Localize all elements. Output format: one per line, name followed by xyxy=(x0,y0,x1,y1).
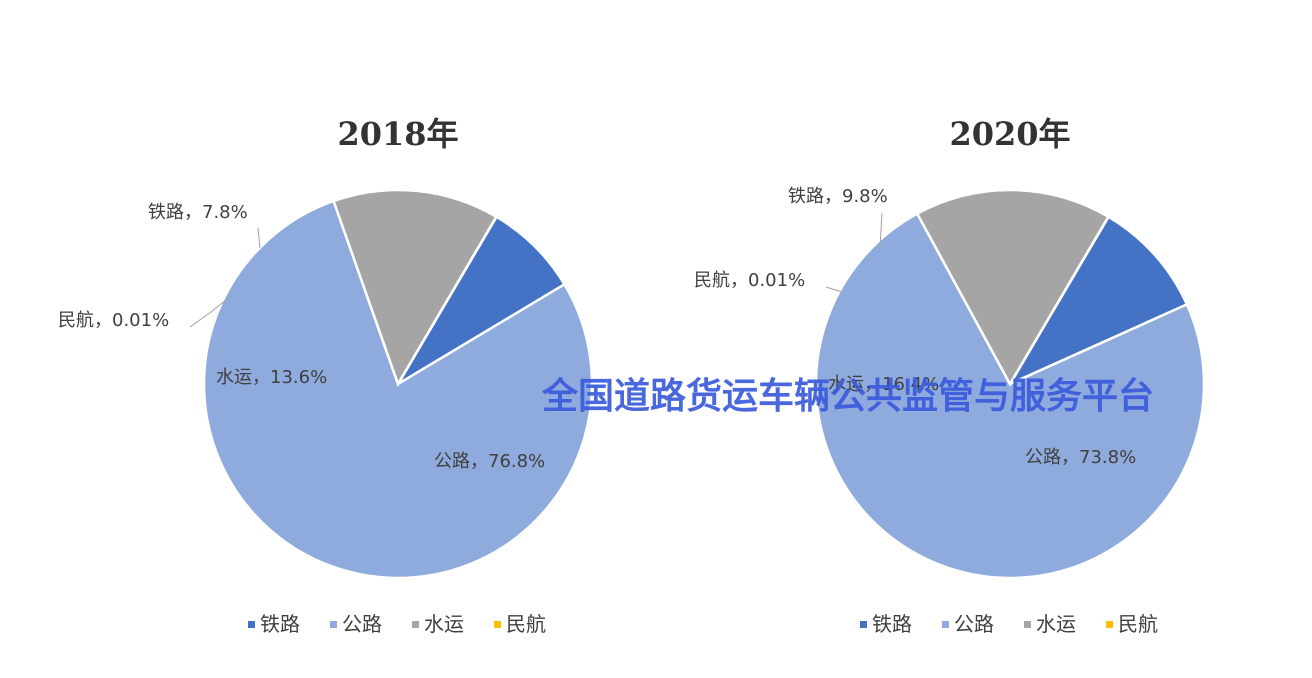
legend-swatch-2020-1 xyxy=(860,621,867,628)
slice-labels-2020: 铁路，9.8% 公路，73.8% 水运，16.4% 民航，0.01% xyxy=(694,186,1136,468)
pie-slice-2018-2 xyxy=(202,199,594,580)
legend-label-2020-2: 公路 xyxy=(954,612,994,636)
leader-line-2018-4 xyxy=(189,299,227,328)
slice-label-2020-3: 水运，16.4% xyxy=(828,374,939,395)
slice-label-2020-1: 铁路，9.8% xyxy=(788,186,888,207)
pie-slice-2020-3 xyxy=(915,188,1111,387)
legend-label-2018-1: 铁路 xyxy=(260,612,300,636)
watermark-text: 全国道路货运车辆公共监管与服务平台 xyxy=(541,375,1154,417)
legend-swatch-2020-3 xyxy=(1024,621,1031,628)
legend-label-2020-3: 水运 xyxy=(1036,612,1076,636)
legend-2018: 铁路 公路 水运 民航 xyxy=(248,612,546,636)
legend-swatch-2018-2 xyxy=(330,621,337,628)
legend-swatch-2018-3 xyxy=(412,621,419,628)
legend-label-2018-3: 水运 xyxy=(424,612,464,636)
pie-slice-2018-1 xyxy=(396,215,567,386)
legend-2020: 铁路 公路 水运 民航 xyxy=(860,612,1158,636)
pie-slice-2018-4 xyxy=(396,215,499,385)
leader-line-2020-4 xyxy=(825,286,843,293)
pie-slice-2018-3 xyxy=(332,188,499,387)
legend-label-2020-1: 铁路 xyxy=(872,612,912,636)
legend-label-2020-4: 民航 xyxy=(1118,612,1158,636)
pie-slices-2020 xyxy=(814,188,1206,580)
pie-chart-2020: 2020年 铁路，9.8% 公路，73.8% 水运，16.4% 民航，0.01% 铁路… xyxy=(694,115,1206,636)
pie-slice-2020-2 xyxy=(814,211,1206,580)
pie-chart-2018: 2018年 铁路，7.8% 公路，76.8% 水运，13.6% 民航，0.01% 铁路… xyxy=(58,115,594,636)
legend-swatch-2018-1 xyxy=(248,621,255,628)
leader-line-2018-1 xyxy=(257,227,261,249)
legend-label-2018-2: 公路 xyxy=(342,612,382,636)
slice-label-2018-4: 民航，0.01% xyxy=(58,310,169,331)
leader-line-2020-1 xyxy=(879,212,883,249)
slice-label-2020-4: 民航，0.01% xyxy=(694,270,805,291)
legend-swatch-2020-4 xyxy=(1106,621,1113,628)
legend-label-2018-4: 民航 xyxy=(506,612,546,636)
slice-labels-2018: 铁路，7.8% 公路，76.8% 水运，13.6% 民航，0.01% xyxy=(58,202,545,472)
pie-slices-2018 xyxy=(202,188,594,580)
slice-label-2020-2: 公路，73.8% xyxy=(1025,447,1136,468)
pie-slice-2020-1 xyxy=(1006,215,1189,387)
slice-label-2018-3: 水运，13.6% xyxy=(216,367,327,388)
slice-label-2018-2: 公路，76.8% xyxy=(434,451,545,472)
chart-title-2020: 2020年 xyxy=(949,115,1070,153)
slice-label-2018-1: 铁路，7.8% xyxy=(148,202,248,223)
legend-swatch-2018-4 xyxy=(494,621,501,628)
legend-swatch-2020-2 xyxy=(942,621,949,628)
pie-slice-2020-4 xyxy=(1008,215,1111,385)
chart-title-2018: 2018年 xyxy=(337,115,458,153)
